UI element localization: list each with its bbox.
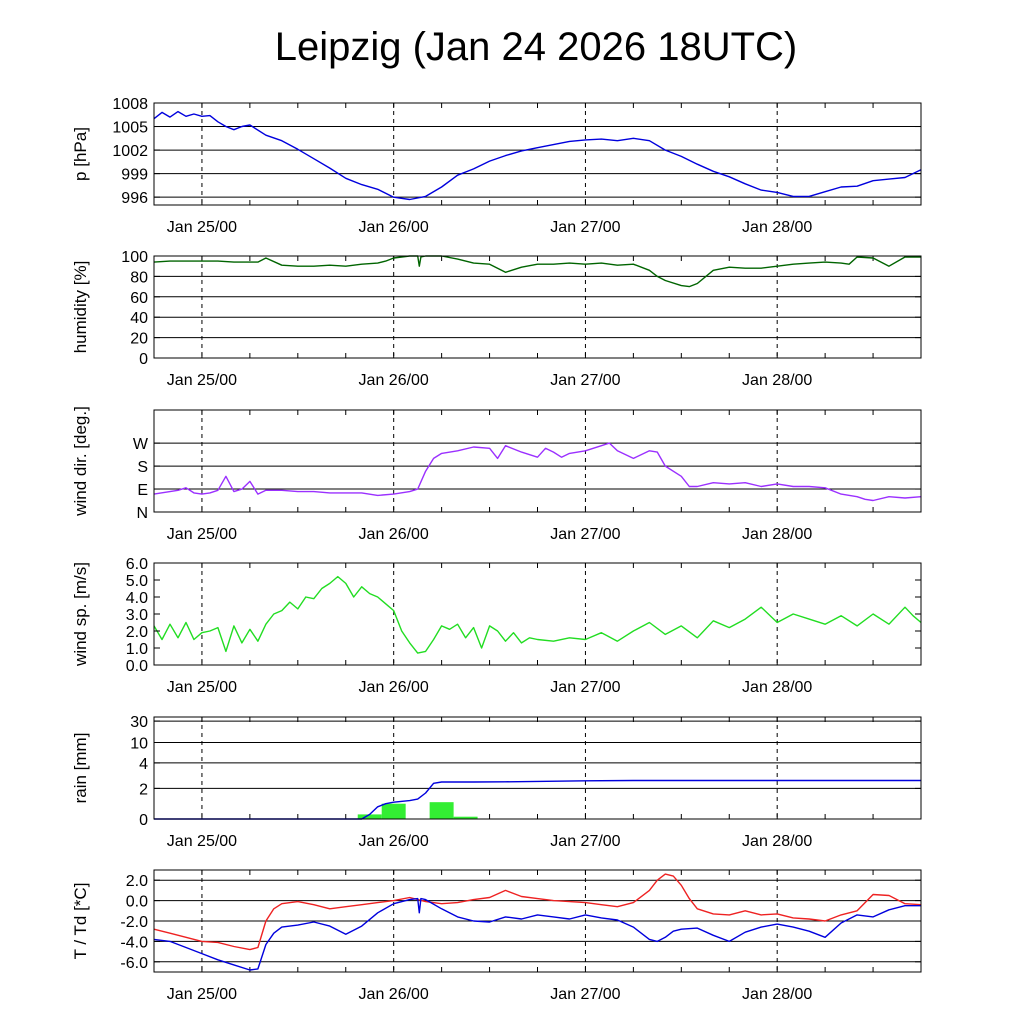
panel-frame — [153, 869, 922, 973]
x-tick-label: Jan 25/00 — [167, 526, 237, 543]
y-tick-label: 20 — [130, 331, 148, 348]
x-tick-label: Jan 25/00 — [167, 679, 237, 696]
rain-bar — [453, 816, 478, 819]
y-tick-label: 1.0 — [126, 641, 148, 658]
x-tick-label: Jan 27/00 — [550, 219, 620, 236]
y-axis-label: wind dir. [deg.] — [71, 406, 90, 517]
y-axis-label: wind sp. [m/s] — [71, 562, 90, 667]
series-accumulated-rain — [154, 779, 921, 820]
x-tick-label: Jan 26/00 — [359, 679, 429, 696]
y-tick-label: 2.0 — [126, 624, 148, 641]
chart-title: Leipzig (Jan 24 2026 18UTC) — [275, 25, 798, 69]
y-tick-label: 0.0 — [126, 894, 148, 911]
y-tick-label: 0 — [139, 812, 148, 829]
y-tick-label: 4 — [139, 756, 148, 773]
y-tick-label: 1005 — [112, 120, 148, 137]
y-tick-label: 3.0 — [126, 607, 148, 624]
x-tick-label: Jan 25/00 — [167, 833, 237, 850]
y-tick-label: 999 — [121, 167, 148, 184]
y-tick-label: 0.0 — [126, 658, 148, 675]
y-tick-label: N — [136, 505, 148, 522]
series-wind-direction — [153, 442, 922, 502]
y-tick-label: -6.0 — [120, 955, 148, 972]
series-td — [153, 897, 921, 971]
y-tick-label: 100 — [121, 249, 148, 266]
x-tick-label: Jan 28/00 — [742, 833, 812, 850]
y-axis-label: T / Td [*C] — [71, 883, 90, 960]
panel-frame — [153, 562, 922, 666]
x-tick-label: Jan 28/00 — [742, 986, 812, 1003]
x-tick-label: Jan 27/00 — [550, 526, 620, 543]
x-tick-label: Jan 26/00 — [359, 986, 429, 1003]
x-tick-label: Jan 27/00 — [550, 372, 620, 389]
x-tick-label: Jan 27/00 — [550, 679, 620, 696]
rain-bar — [429, 802, 454, 819]
x-tick-label: Jan 28/00 — [742, 679, 812, 696]
y-tick-label: 996 — [121, 190, 148, 207]
x-tick-label: Jan 26/00 — [359, 833, 429, 850]
y-tick-label: 5.0 — [126, 573, 148, 590]
panel-pressure: 1008 1005 1002 999 996 Jan 25/00 Jan 26/00 Jan … — [71, 96, 922, 236]
rain-bar — [381, 803, 406, 819]
y-axis-label: rain [mm] — [71, 733, 90, 804]
x-tick-label: Jan 26/00 — [359, 526, 429, 543]
y-tick-label: 6.0 — [126, 556, 148, 573]
series-humidity — [153, 255, 921, 288]
series-t — [153, 873, 922, 951]
y-tick-label: 2.0 — [126, 873, 148, 890]
x-tick-label: Jan 28/00 — [742, 372, 812, 389]
panel-rain: 30 10 4 2 0 Jan 25/00 Jan 26/00 Jan 27/00 Jan 28… — [71, 714, 922, 850]
x-tick-label: Jan 27/00 — [550, 833, 620, 850]
y-tick-label: 80 — [130, 269, 148, 286]
y-tick-label: 1008 — [112, 96, 148, 113]
x-tick-label: Jan 25/00 — [167, 219, 237, 236]
y-tick-label: 10 — [130, 736, 148, 753]
y-tick-label: 40 — [130, 310, 148, 327]
series-pressure — [153, 110, 922, 201]
y-tick-label: 4.0 — [126, 590, 148, 607]
y-tick-label: S — [137, 459, 148, 476]
y-tick-label: 0 — [139, 351, 148, 368]
panel-windspeed: 6.05.04.03.02.01.00.0 Jan 25/00 Jan 26/00 J… — [71, 556, 922, 696]
rain-bar — [357, 814, 382, 819]
y-tick-label: 30 — [130, 714, 148, 731]
y-tick-label: -4.0 — [120, 934, 148, 951]
y-tick-label: W — [133, 436, 149, 453]
x-tick-label: Jan 28/00 — [742, 219, 812, 236]
y-tick-label: 60 — [130, 290, 148, 307]
x-tick-label: Jan 27/00 — [550, 986, 620, 1003]
x-tick-label: Jan 26/00 — [359, 372, 429, 389]
panel-temperature: 2.0 0.0 -2.0 -4.0 -6.0 Jan 25/00 Jan 26/00 Jan … — [71, 869, 922, 1003]
y-axis-label: humidity [%] — [71, 261, 90, 354]
series-wind-speed — [153, 575, 922, 654]
panel-frame — [153, 102, 922, 206]
y-tick-label: 2 — [139, 781, 148, 798]
x-tick-label: Jan 25/00 — [167, 986, 237, 1003]
x-tick-label: Jan 28/00 — [742, 526, 812, 543]
y-tick-label: 1002 — [112, 143, 148, 160]
panel-humidity: 100 80 60 40 20 0 Jan 25/00 Jan 26/00 Jan 27/00 J… — [71, 249, 922, 389]
y-axis-label: p [hPa] — [71, 127, 90, 181]
panel-frame — [153, 255, 922, 359]
y-tick-label: E — [137, 482, 148, 499]
panel-frame — [153, 409, 922, 513]
panel-frame — [153, 716, 922, 820]
y-tick-label: -2.0 — [120, 914, 148, 931]
x-tick-label: Jan 26/00 — [359, 219, 429, 236]
x-tick-label: Jan 25/00 — [167, 372, 237, 389]
